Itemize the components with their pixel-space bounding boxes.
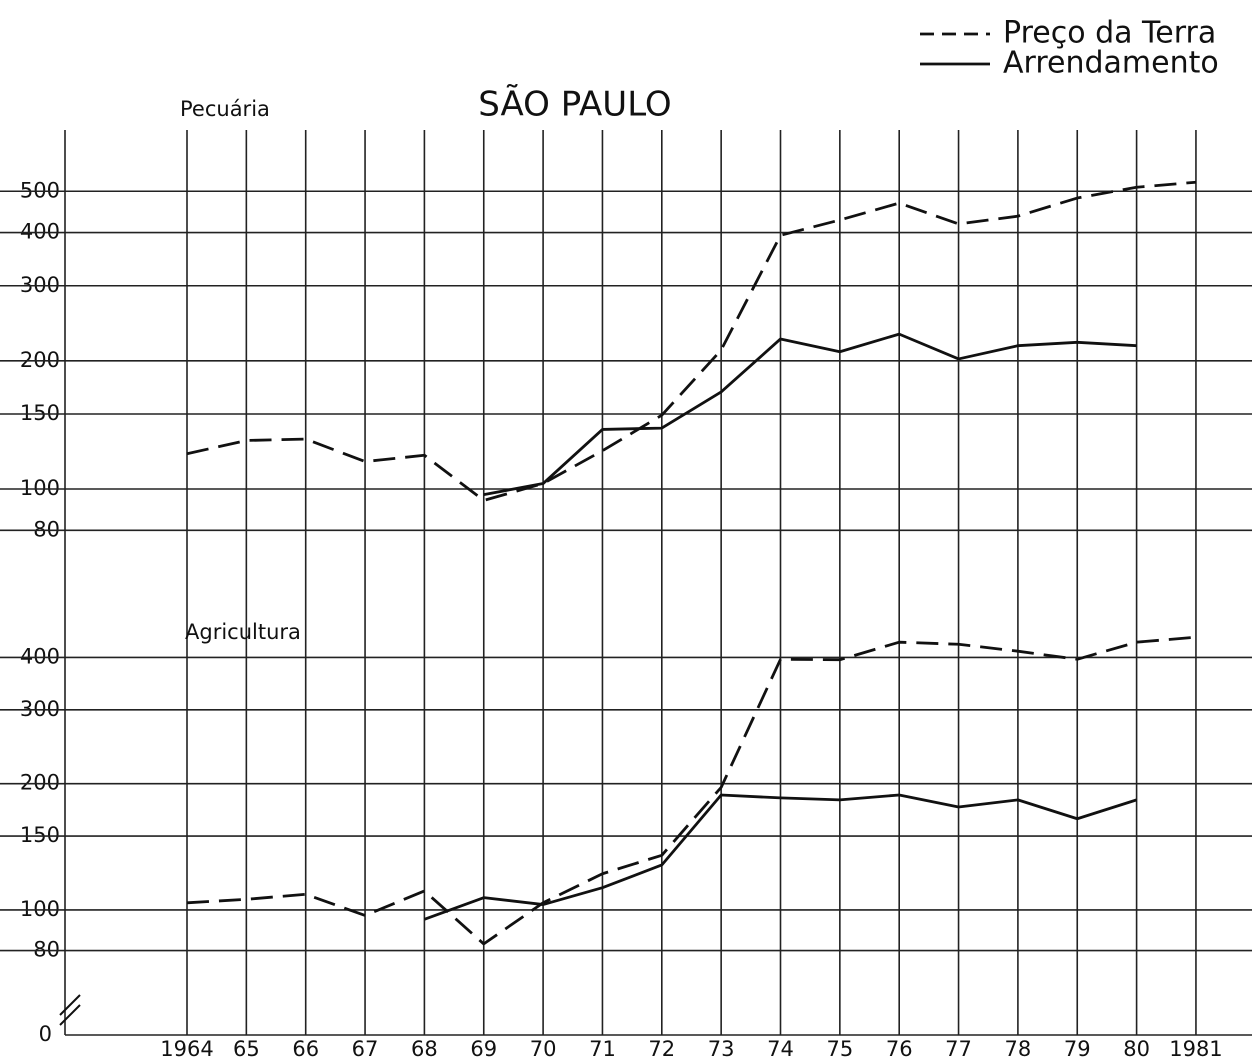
y-tick-label: 100 <box>20 897 60 921</box>
line-series <box>483 332 1137 497</box>
x-tick-label: 71 <box>589 1037 616 1061</box>
x-tick-label: 65 <box>233 1037 260 1061</box>
panel-label: Agricultura <box>185 620 301 644</box>
y-tick-label: 200 <box>20 771 60 795</box>
y-tick-label: 300 <box>20 697 60 721</box>
x-tick-label: 1981 <box>1169 1037 1222 1061</box>
y-tick-label: 400 <box>20 220 60 244</box>
panel-label: Pecuária <box>180 97 270 121</box>
x-tick-label: 67 <box>352 1037 379 1061</box>
axis-break <box>59 994 81 1026</box>
y-tick-label: 150 <box>20 401 60 425</box>
x-tick-label: 1964 <box>160 1037 213 1061</box>
x-tick-label: 78 <box>1005 1037 1032 1061</box>
x-tick-label: 70 <box>530 1037 557 1061</box>
x-tick-label: 66 <box>292 1037 319 1061</box>
y-tick-label: 400 <box>20 644 60 668</box>
chart-title: SÃO PAULO <box>478 85 671 125</box>
y-tick-label: 100 <box>20 476 60 500</box>
x-tick-label: 79 <box>1064 1037 1091 1061</box>
y-tick-label: 80 <box>33 938 60 962</box>
legend-label: Preço da Terra <box>1003 16 1216 51</box>
y-tick-label: 300 <box>20 273 60 297</box>
x-tick-label: 76 <box>886 1037 913 1061</box>
x-tick-label: 75 <box>826 1037 853 1061</box>
x-tick-label: 74 <box>767 1037 794 1061</box>
x-tick-label: 77 <box>945 1037 972 1061</box>
line-series <box>423 793 1138 921</box>
legend-label: Arrendamento <box>1003 46 1219 81</box>
x-tick-label: 72 <box>648 1037 675 1061</box>
y-tick-label: 200 <box>20 348 60 372</box>
x-tick-label: 80 <box>1123 1037 1150 1061</box>
y-tick-label: 80 <box>33 517 60 541</box>
y-tick-label: 150 <box>20 823 60 847</box>
x-tick-label: 68 <box>411 1037 438 1061</box>
x-tick-label: 69 <box>470 1037 497 1061</box>
y-tick-label: 500 <box>20 178 60 202</box>
x-tick-label: 73 <box>708 1037 735 1061</box>
y-tick-label: 0 <box>39 1022 52 1046</box>
line-series <box>186 635 1197 946</box>
line-series <box>186 180 1197 502</box>
